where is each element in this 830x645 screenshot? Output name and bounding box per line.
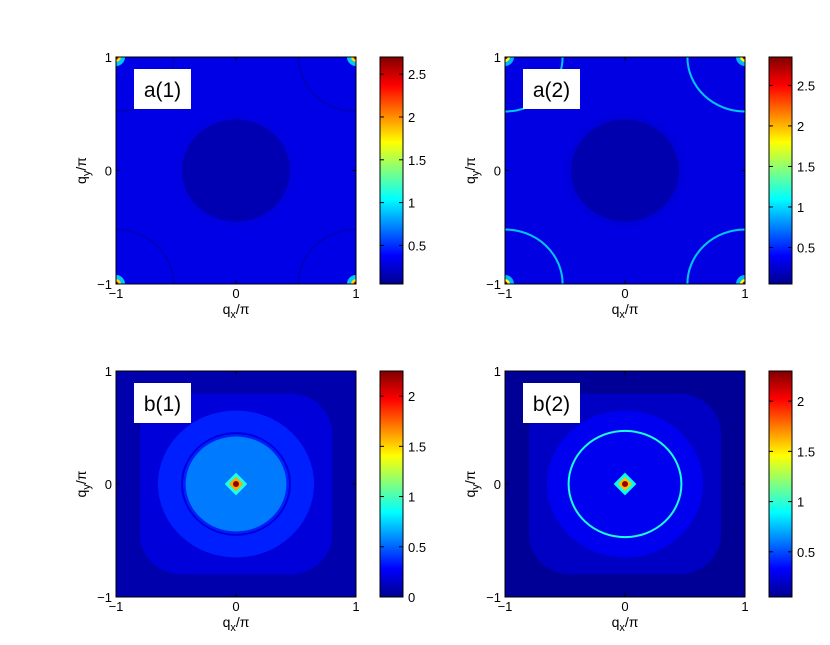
x-tick-label: −1 (498, 599, 513, 614)
panel-label: a(1) (144, 79, 181, 102)
y-axis-label: qy/π (73, 157, 93, 184)
y-tick-label: −1 (486, 590, 501, 605)
colorbar-tick-label: 0.5 (797, 545, 815, 560)
y-axis-label: qy/π (73, 470, 93, 497)
y-tick-label: 1 (494, 50, 501, 65)
panel-b1: −1 0 1 −1 0 1 qx/π qy/π b(1) 0 0.5 1 1.5 2 (73, 364, 426, 634)
colorbar-tick-label: 2 (408, 389, 415, 404)
colorbar-tick-label: 2.5 (797, 78, 815, 93)
heatmap-central-disk (571, 119, 679, 222)
y-tick-label: −1 (486, 277, 501, 292)
panel-label: b(1) (144, 393, 181, 416)
y-tick-label: 0 (494, 164, 501, 179)
heatmap (116, 57, 356, 284)
heatmap-corner-peak-core (505, 57, 508, 60)
colorbar-tick-label: 1.5 (408, 153, 426, 168)
panel-b2: −1 0 1 −1 0 1 qx/π qy/π b(2) 0.5 1 1.5 2 (462, 364, 815, 634)
colorbar-tick-label: 0 (408, 590, 415, 605)
x-axis-label: qx/π (223, 301, 250, 321)
colorbar-tick-label: 2.5 (408, 67, 426, 82)
x-tick-label: 0 (232, 599, 239, 614)
colorbar-tick-label: 2 (797, 394, 804, 409)
panel-label-box (134, 383, 191, 423)
heatmap-corner-peak-core (116, 57, 119, 60)
y-tick-label: −1 (97, 590, 112, 605)
panel-label: b(2) (533, 393, 570, 416)
colorbar (379, 370, 404, 598)
y-tick-label: 0 (105, 164, 112, 179)
heatmap-center-peak (233, 481, 239, 487)
colorbar-tick-label: 1 (797, 200, 804, 215)
colorbar-tick-label: 0.5 (408, 540, 426, 555)
x-tick-label: 1 (352, 599, 359, 614)
colorbar (379, 56, 404, 285)
x-tick-label: 1 (741, 286, 748, 301)
y-tick-label: 1 (105, 364, 112, 379)
x-tick-label: −1 (109, 599, 124, 614)
x-tick-label: 1 (352, 286, 359, 301)
heatmap-contour (567, 429, 683, 539)
colorbar-tick-label: 0.5 (797, 241, 815, 256)
colorbar-tick-label: 2 (408, 110, 415, 125)
colorbar-tick-label: 1.5 (797, 444, 815, 459)
colorbar-tick-label: 1.5 (408, 439, 426, 454)
colorbar (768, 370, 793, 598)
y-tick-label: 1 (105, 50, 112, 65)
heatmap-corner-peak-core (505, 281, 508, 284)
colorbar-tick-label: 1 (797, 495, 804, 510)
colorbar (768, 56, 793, 285)
heatmap-corner-peak-core (742, 57, 745, 60)
heatmap-corner-peak-core (116, 281, 119, 284)
x-axis-label: qx/π (612, 301, 639, 321)
colorbar-tick-label: 1 (408, 490, 415, 505)
x-tick-label: 1 (741, 599, 748, 614)
panel-label: a(2) (533, 79, 570, 102)
heatmap-corner-peak-core (742, 281, 745, 284)
y-tick-label: 0 (494, 477, 501, 492)
x-axis-label: qx/π (223, 614, 250, 634)
panel-label-box (523, 383, 580, 423)
heatmap-corner-peak-core (353, 281, 356, 284)
x-tick-label: 0 (621, 286, 628, 301)
x-tick-label: −1 (498, 286, 513, 301)
panel-label-box (523, 69, 580, 109)
y-axis-label: qy/π (462, 470, 482, 497)
y-tick-label: 0 (105, 477, 112, 492)
heatmap-corner-peak-core (353, 57, 356, 60)
y-axis-label: qy/π (462, 157, 482, 184)
y-tick-label: 1 (494, 364, 501, 379)
colorbar-tick-label: 1 (408, 196, 415, 211)
panel-a2: −1 0 1 −1 0 1 qx/π qy/π a(2) 0.5 1 1.5 2 2.5 (462, 50, 815, 321)
x-tick-label: −1 (109, 286, 124, 301)
colorbar-tick-label: 0.5 (408, 238, 426, 253)
colorbar-tick-label: 2 (797, 119, 804, 134)
colorbar-tick-label: 1.5 (797, 159, 815, 174)
x-axis-label: qx/π (612, 614, 639, 634)
heatmap-center-peak (622, 481, 628, 487)
heatmap-contour (181, 432, 291, 536)
panel-a1: −1 0 1 −1 0 1 qx/π qy/π a(1) 0.5 1 1.5 2 2.5 (73, 50, 426, 321)
y-tick-label: −1 (97, 277, 112, 292)
x-tick-label: 0 (621, 599, 628, 614)
panel-label-box (134, 69, 191, 109)
heatmap-central-disk (182, 119, 290, 222)
x-tick-label: 0 (232, 286, 239, 301)
